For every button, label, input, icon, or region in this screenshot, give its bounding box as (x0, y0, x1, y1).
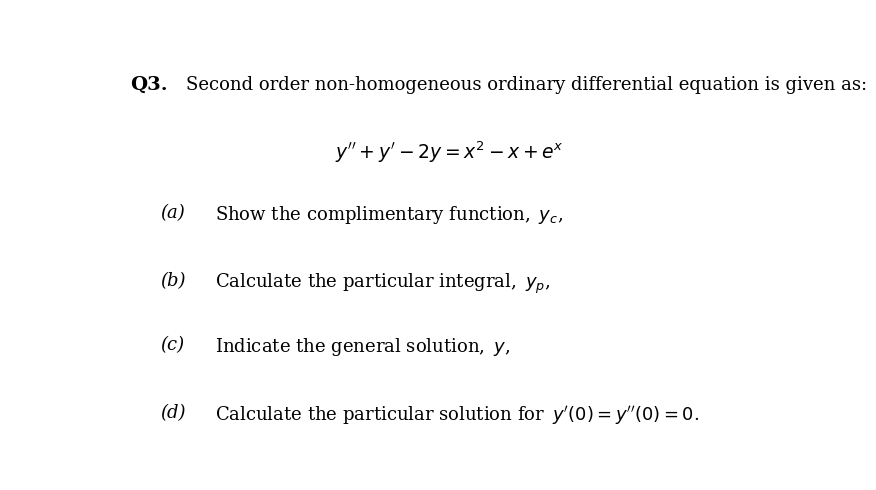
Text: (b): (b) (160, 272, 186, 290)
Text: Q3.: Q3. (130, 76, 167, 94)
Text: Show the complimentary function, $y_{c}$,: Show the complimentary function, $y_{c}$… (215, 204, 562, 226)
Text: (d): (d) (160, 404, 186, 422)
Text: Indicate the general solution, $y$,: Indicate the general solution, $y$, (215, 336, 510, 358)
Text: $y''+y'-2y=x^{2}-x+e^{x}$: $y''+y'-2y=x^{2}-x+e^{x}$ (335, 140, 563, 166)
Text: Calculate the particular solution for $y'(0)=y''(0)=0$.: Calculate the particular solution for $y… (215, 404, 699, 427)
Text: Calculate the particular integral, $y_{p}$,: Calculate the particular integral, $y_{p… (215, 272, 550, 296)
Text: (c): (c) (160, 336, 185, 354)
Text: Second order non-homogeneous ordinary differential equation is given as:: Second order non-homogeneous ordinary di… (187, 76, 867, 94)
Text: (a): (a) (160, 204, 185, 222)
